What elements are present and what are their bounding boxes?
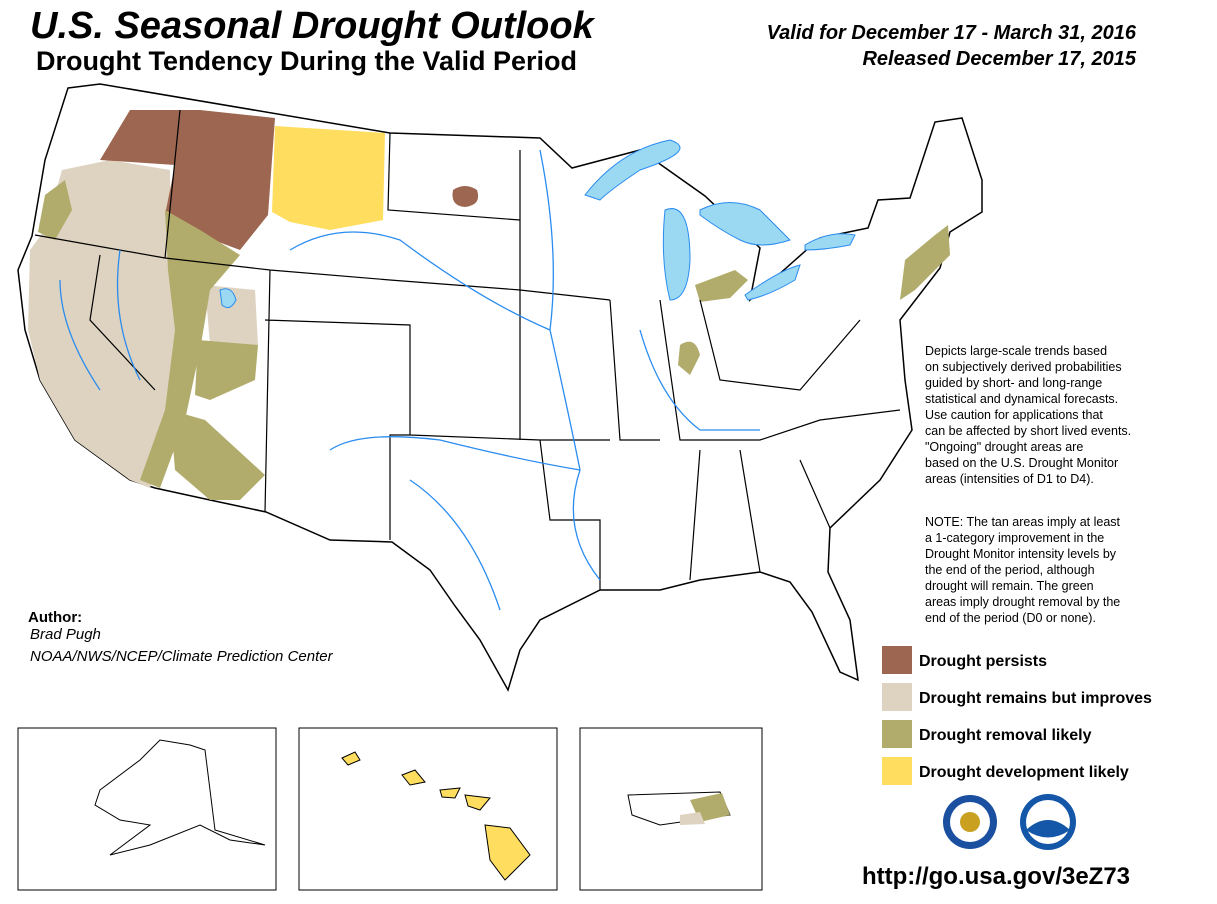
author-name: Brad Pugh xyxy=(30,626,101,643)
release-date: Released December 17, 2015 xyxy=(862,48,1136,70)
legend-swatch xyxy=(882,683,912,711)
description-line: can be affected by short lived events. xyxy=(925,424,1131,438)
description-line: based on the U.S. Drought Monitor xyxy=(925,456,1118,470)
alaska xyxy=(94,739,266,856)
drought-removal-area xyxy=(678,341,700,375)
url: http://go.usa.gov/3eZ73 xyxy=(862,863,1130,890)
description-line: Depicts large-scale trends based xyxy=(925,344,1107,358)
doc-logo xyxy=(943,795,997,849)
description-line: areas (intensities of D1 to D4). xyxy=(925,472,1094,486)
description-line: "Ongoing" drought areas are xyxy=(925,440,1083,454)
noaa-logo xyxy=(1020,794,1076,850)
author-org: NOAA/NWS/NCEP/Climate Prediction Center xyxy=(30,648,334,665)
legend-label: Drought removal likely xyxy=(919,727,1092,744)
hawaii xyxy=(341,751,531,881)
drought-development-area xyxy=(272,126,385,230)
legend-label: Drought persists xyxy=(919,653,1047,670)
note-line: NOTE: The tan areas imply at least xyxy=(925,515,1121,529)
description-line: on subjectively derived probabilities xyxy=(925,360,1122,374)
legend-swatch xyxy=(882,720,912,748)
great-lakes xyxy=(584,139,856,301)
drought-removal-area xyxy=(695,270,748,302)
note-line: drought will remain. The green xyxy=(925,579,1094,593)
valid-period: Valid for December 17 - March 31, 2016 xyxy=(767,22,1137,44)
drought-removal-area xyxy=(38,180,72,240)
description-line: statistical and dynamical forecasts. xyxy=(925,392,1118,406)
pr-drought-improves xyxy=(680,812,705,825)
note-line: end of the period (D0 or none). xyxy=(925,611,1096,625)
description-line: Use caution for applications that xyxy=(925,408,1103,422)
note-line: a 1-category improvement in the xyxy=(925,531,1104,545)
legend-label: Drought remains but improves xyxy=(919,690,1152,707)
note-line: the end of the period, although xyxy=(925,563,1095,577)
title: U.S. Seasonal Drought Outlook xyxy=(30,5,596,47)
legend-swatch xyxy=(882,646,912,674)
rivers xyxy=(59,149,760,611)
subtitle: Drought Tendency During the Valid Period xyxy=(36,46,577,76)
description-line: guided by short- and long-range xyxy=(925,376,1102,390)
note-line: Drought Monitor intensity levels by xyxy=(925,547,1117,561)
legend-swatch xyxy=(882,757,912,785)
note-line: areas imply drought removal by the xyxy=(925,595,1120,609)
drought-persists-area xyxy=(100,110,275,250)
drought-removal-area xyxy=(140,210,240,488)
legend: Drought persists Drought remains but impr… xyxy=(882,646,1152,785)
legend-label: Drought development likely xyxy=(919,764,1129,781)
drought-persists-area xyxy=(452,186,479,207)
drought-removal-area xyxy=(170,410,265,500)
description: Depicts large-scale trends based on subje… xyxy=(925,344,1131,625)
drought-improves-area xyxy=(205,285,258,345)
great-salt-lake xyxy=(219,288,237,309)
drought-removal-area xyxy=(195,340,258,400)
state-boundaries xyxy=(34,109,901,590)
drought-removal-area xyxy=(900,225,950,300)
author-label: Author: xyxy=(28,609,82,626)
